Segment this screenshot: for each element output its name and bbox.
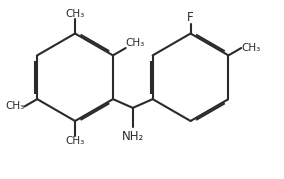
Text: NH₂: NH₂ — [122, 130, 144, 143]
Text: CH₃: CH₃ — [5, 101, 24, 112]
Text: F: F — [187, 11, 194, 24]
Text: CH₃: CH₃ — [126, 38, 145, 48]
Text: CH₃: CH₃ — [241, 43, 260, 53]
Text: CH₃: CH₃ — [65, 136, 85, 146]
Text: CH₃: CH₃ — [65, 9, 85, 19]
